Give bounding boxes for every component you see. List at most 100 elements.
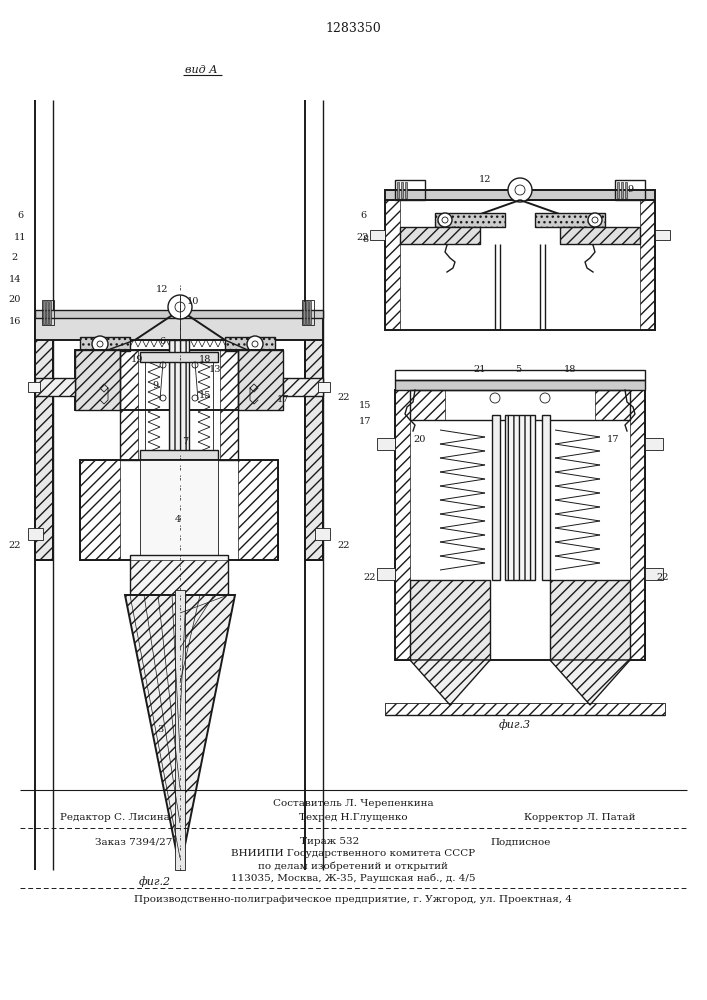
Bar (617, 182, 619, 198)
Polygon shape (550, 660, 630, 705)
Text: 18: 18 (199, 355, 211, 363)
Bar (435, 213, 505, 227)
Bar (535, 213, 605, 227)
Bar (80, 460, 278, 560)
Bar (302, 300, 314, 325)
Bar (28, 528, 43, 540)
Text: 12: 12 (479, 176, 491, 184)
Text: 113035, Москва, Ж-35, Раушская наб., д. 4/5: 113035, Москва, Ж-35, Раушская наб., д. … (230, 873, 475, 883)
Bar (225, 337, 275, 351)
Bar (560, 227, 640, 244)
Bar (238, 460, 278, 560)
Text: 9: 9 (152, 380, 158, 389)
Polygon shape (125, 595, 235, 870)
Bar (625, 182, 627, 198)
Bar (35, 318, 323, 340)
Bar (542, 415, 550, 580)
Bar (615, 180, 645, 200)
Text: фиг.2: фиг.2 (139, 877, 171, 887)
Bar (377, 438, 395, 450)
Text: 4: 4 (175, 516, 181, 524)
Bar (550, 580, 630, 660)
Text: 3: 3 (157, 726, 163, 734)
Text: по делам изобретений и открытий: по делам изобретений и открытий (258, 861, 448, 871)
Text: 22: 22 (657, 574, 670, 582)
Bar (140, 460, 218, 560)
Bar (550, 580, 630, 660)
Text: 15: 15 (199, 390, 211, 399)
Text: 12: 12 (156, 284, 168, 294)
Bar (309, 301, 311, 324)
Circle shape (588, 213, 602, 227)
Text: 8: 8 (362, 235, 368, 244)
Bar (169, 340, 189, 510)
Text: 13: 13 (209, 365, 221, 374)
Text: 22: 22 (8, 540, 21, 550)
Text: 5: 5 (515, 365, 521, 374)
Text: 9: 9 (627, 186, 633, 194)
Bar (385, 703, 665, 715)
Bar (28, 382, 40, 392)
Text: 17: 17 (607, 436, 619, 444)
Bar (169, 340, 189, 510)
Text: 7: 7 (182, 438, 188, 446)
Bar (640, 200, 655, 330)
Bar (225, 337, 275, 351)
Bar (505, 415, 535, 580)
Bar (435, 213, 505, 227)
Bar (395, 390, 645, 660)
Bar (400, 227, 480, 244)
Bar (385, 200, 400, 330)
Text: фиг.3: фиг.3 (499, 720, 531, 730)
Bar (145, 355, 213, 455)
Bar (492, 415, 500, 580)
Text: 17: 17 (358, 418, 371, 426)
Bar (175, 590, 185, 870)
Bar (35, 378, 75, 396)
Circle shape (438, 213, 452, 227)
Text: Редактор С. Лисина: Редактор С. Лисина (60, 814, 170, 822)
Text: вид А: вид А (185, 65, 218, 75)
Bar (35, 330, 53, 560)
Circle shape (92, 336, 108, 352)
Text: Корректор Л. Патай: Корректор Л. Патай (525, 814, 636, 822)
Bar (306, 301, 308, 324)
Bar (385, 200, 655, 330)
Bar (395, 180, 425, 200)
Bar (283, 378, 323, 396)
Bar (315, 528, 330, 540)
Text: 6: 6 (360, 211, 366, 220)
Bar (49, 301, 51, 324)
Bar (140, 450, 218, 460)
Bar (535, 213, 605, 227)
Polygon shape (410, 660, 490, 705)
Bar (42, 300, 54, 325)
Text: 11: 11 (13, 233, 26, 242)
Bar (238, 350, 283, 410)
Text: 20: 20 (414, 436, 426, 444)
Bar (645, 568, 663, 580)
Bar (395, 380, 645, 390)
Bar (410, 580, 490, 660)
Text: 1283350: 1283350 (325, 21, 381, 34)
Bar (120, 350, 238, 460)
Bar (305, 330, 323, 560)
Bar (35, 378, 75, 396)
Text: 18: 18 (563, 365, 576, 374)
Text: 22: 22 (357, 233, 369, 242)
Bar (385, 190, 655, 200)
Text: 14: 14 (8, 275, 21, 284)
Bar (595, 390, 630, 420)
Bar (238, 350, 283, 410)
Bar (400, 227, 480, 244)
Bar (35, 310, 323, 318)
Text: Подписное: Подписное (490, 838, 550, 846)
Bar (645, 438, 663, 450)
Circle shape (168, 295, 192, 319)
Text: 21: 21 (474, 365, 486, 374)
Bar (75, 350, 120, 410)
Text: 22: 22 (338, 393, 350, 402)
Text: Техред Н.Глущенко: Техред Н.Глущенко (298, 814, 407, 822)
Bar (397, 182, 399, 198)
Bar (120, 350, 138, 460)
